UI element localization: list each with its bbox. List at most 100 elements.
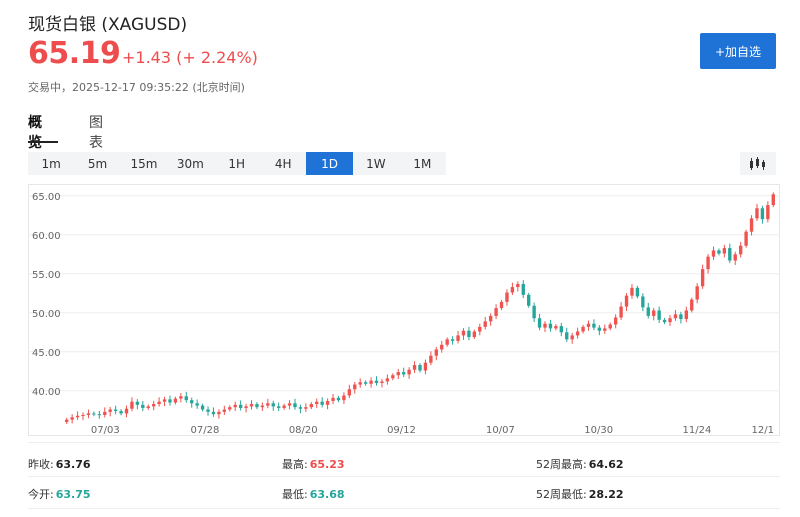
candle-body	[151, 404, 156, 407]
interval-15m[interactable]: 15m	[130, 156, 158, 171]
candle-body	[700, 269, 705, 287]
candle-body	[755, 208, 759, 219]
active-tab-underline	[28, 141, 58, 143]
candle-body	[646, 307, 650, 316]
price-chart[interactable]: 65.00 60.00 55.00 50.00 45.00 40.00 07/03 07/28…	[28, 184, 780, 436]
x-tick-label: 09/12	[387, 425, 416, 436]
candle-body	[320, 401, 324, 405]
candle-body	[527, 294, 531, 306]
candle-body	[537, 318, 542, 328]
candlestick-icon	[750, 156, 765, 170]
candle-body	[244, 406, 248, 408]
candle-body	[695, 286, 699, 300]
candle-body	[402, 372, 406, 375]
interval-30m[interactable]: 30m	[176, 156, 204, 171]
candle-body	[722, 248, 727, 254]
candle-body	[554, 326, 558, 329]
interval-5m[interactable]: 5m	[87, 156, 108, 171]
candle-body	[521, 283, 525, 295]
candle-body	[456, 335, 460, 341]
stat-high: 最高: 65.23	[282, 456, 345, 472]
x-tick-label: 07/03	[91, 425, 120, 436]
stat-high-value: 65.23	[309, 458, 345, 471]
candle-body	[467, 330, 471, 337]
stat-52w-low-label: 52周最低:	[536, 488, 587, 501]
candle-body	[184, 396, 188, 401]
candle-body	[173, 398, 178, 403]
candle-body	[304, 407, 308, 409]
interval-1m[interactable]: 1m	[41, 156, 61, 171]
candle-body	[309, 404, 313, 408]
tab-overview[interactable]: 概览	[28, 115, 42, 151]
candle-body	[130, 401, 134, 409]
stat-52w-high-value: 64.62	[588, 458, 624, 471]
interval-1d[interactable]: 1D	[306, 152, 353, 175]
stats-bottom-divider	[28, 508, 780, 509]
candle-body	[179, 396, 183, 399]
candle-body	[706, 256, 710, 270]
candle-body	[385, 378, 390, 382]
candle-body	[488, 315, 493, 322]
candle-body	[472, 331, 477, 337]
candle-body	[440, 344, 444, 350]
stat-open-value: 63.75	[55, 488, 91, 501]
candle-body	[662, 319, 667, 323]
candle-body	[255, 404, 259, 408]
candle-body	[249, 404, 254, 407]
candle-body	[374, 380, 379, 383]
candle-body	[592, 323, 596, 328]
candle-body	[124, 408, 129, 414]
stats-mid-divider	[28, 476, 780, 477]
interval-1w[interactable]: 1W	[366, 156, 386, 171]
interval-1h[interactable]: 1H	[228, 156, 246, 171]
candle-body	[293, 403, 297, 408]
y-tick-label: 55.00	[32, 270, 61, 281]
candle-body	[478, 326, 482, 332]
candle-body	[336, 397, 341, 401]
candle-body	[162, 399, 167, 402]
candle-body	[211, 411, 216, 415]
candle-body	[771, 194, 775, 206]
candle-body	[380, 381, 384, 383]
stat-52w-low-value: 28.22	[588, 488, 624, 501]
candle-body	[559, 326, 563, 333]
x-tick-label: 11/24	[683, 425, 712, 436]
chart-type-toggle[interactable]	[740, 152, 776, 175]
candle-body	[434, 349, 438, 356]
candle-body	[575, 331, 580, 336]
candle-body	[684, 310, 689, 320]
candle-body	[298, 407, 303, 409]
candle-body	[445, 339, 449, 345]
candle-body	[266, 403, 270, 406]
candle-body	[282, 405, 286, 408]
stat-52w-low: 52周最低: 28.22	[536, 486, 624, 502]
candle-body	[342, 395, 346, 401]
stat-open: 今开: 63.75	[28, 486, 91, 502]
candle-body	[103, 411, 107, 415]
candle-body	[418, 365, 422, 371]
stat-low-value: 63.68	[309, 488, 345, 501]
stat-prev-close-label: 昨收:	[28, 458, 54, 471]
candle-body	[613, 317, 618, 325]
add-to-watchlist-button[interactable]: +加自选	[700, 33, 776, 69]
candle-body	[271, 403, 275, 407]
candle-body	[548, 323, 553, 329]
candle-body	[532, 305, 536, 319]
tab-chart[interactable]: 图表	[89, 115, 103, 151]
candle-body	[668, 318, 672, 323]
candle-body	[483, 321, 487, 327]
candle-body	[641, 296, 645, 308]
candle-body	[65, 419, 69, 422]
candle-body	[510, 287, 515, 293]
interval-4h[interactable]: 4H	[274, 156, 292, 171]
candle-body	[586, 323, 591, 327]
candle-body	[624, 295, 629, 307]
candle-body	[358, 382, 362, 385]
candle-body	[733, 254, 737, 261]
candle-body	[407, 369, 411, 375]
x-tick-label: 10/07	[486, 425, 515, 436]
candle-body	[347, 389, 352, 396]
candle-body	[369, 380, 373, 384]
candle-body	[222, 409, 227, 412]
interval-1mo[interactable]: 1M	[413, 156, 432, 171]
